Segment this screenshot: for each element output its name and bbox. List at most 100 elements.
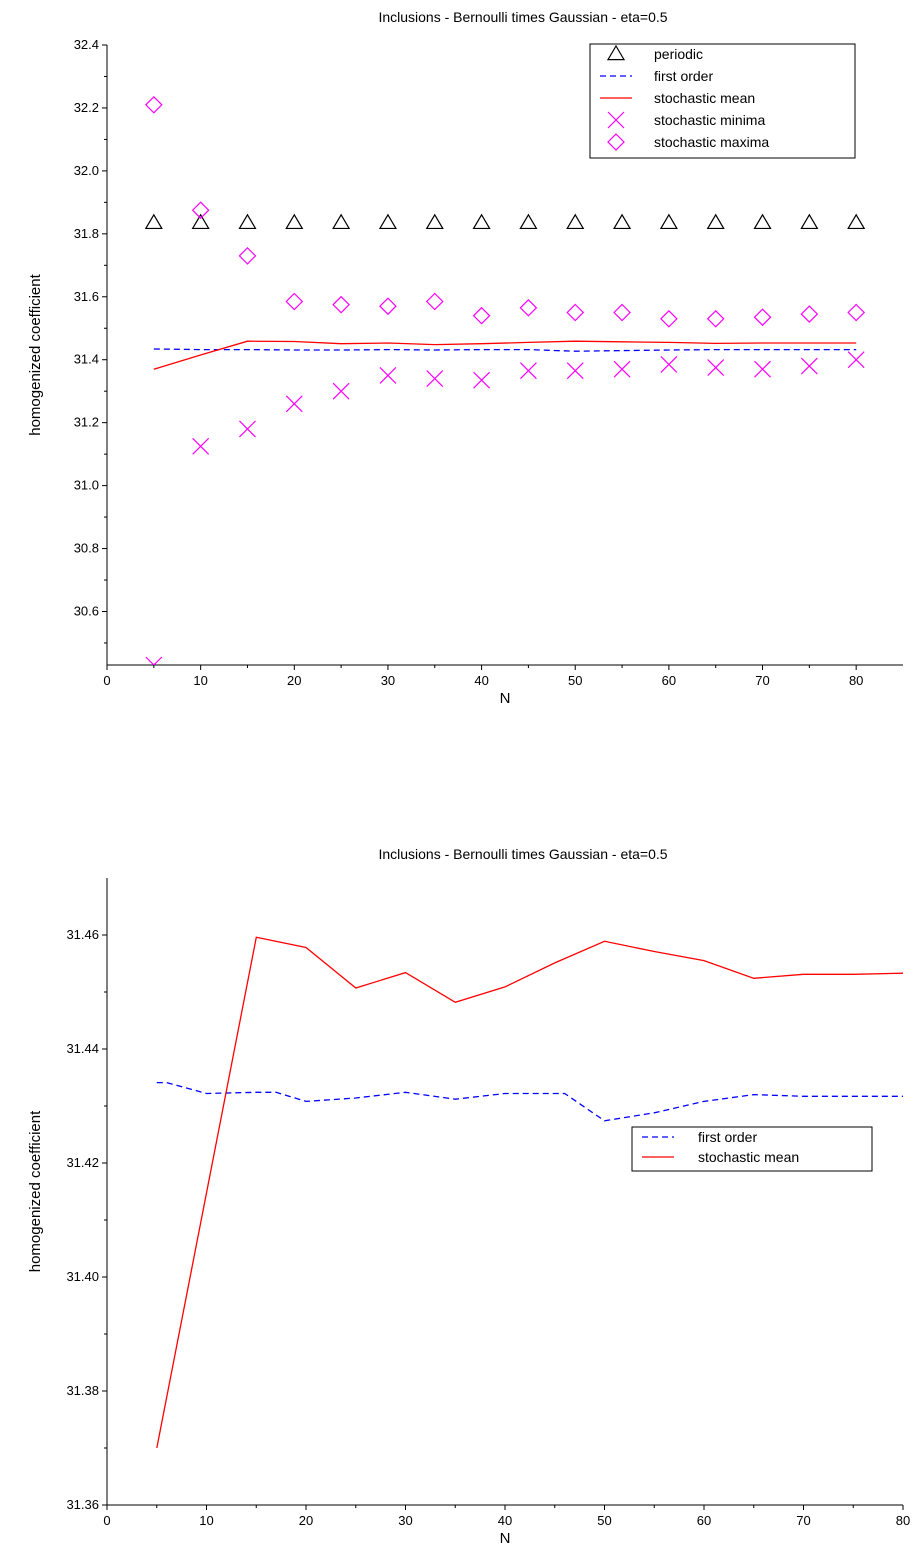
legend-label: stochastic mean <box>654 90 755 106</box>
legend-swatch-periodic <box>606 44 626 61</box>
marker-periodic <box>706 213 725 230</box>
x-tick-label: 60 <box>662 673 676 688</box>
marker-stochastic-minima <box>754 360 771 378</box>
marker-stochastic-minima <box>285 395 303 413</box>
x-tick-label: 30 <box>398 1513 412 1528</box>
x-tick-label: 70 <box>796 1513 810 1528</box>
marker-stochastic-maxima <box>425 292 444 311</box>
marker-stochastic-minima <box>145 656 163 665</box>
x-tick-label: 0 <box>103 673 110 688</box>
marker-periodic <box>519 213 538 230</box>
y-tick-label: 31.2 <box>74 415 99 430</box>
x-tick-label: 40 <box>498 1513 512 1528</box>
marker-stochastic-minima <box>707 359 725 377</box>
y-tick-label: 31.40 <box>66 1269 99 1284</box>
marker-periodic <box>425 213 444 230</box>
x-tick-label: 70 <box>755 673 769 688</box>
marker-stochastic-maxima <box>706 309 725 328</box>
legend-label: first order <box>698 1129 757 1145</box>
x-tick-label: 0 <box>103 1513 110 1528</box>
marker-stochastic-maxima <box>660 309 678 328</box>
y-tick-label: 32.4 <box>74 37 99 52</box>
y-tick-label: 30.6 <box>74 603 99 618</box>
series-line-first-order <box>156 1081 903 1122</box>
marker-stochastic-maxima <box>191 201 210 220</box>
y-tick-label: 31.42 <box>66 1155 99 1170</box>
legend-label: stochastic mean <box>698 1149 799 1165</box>
x-tick-label: 80 <box>849 673 863 688</box>
marker-stochastic-minima <box>800 357 818 375</box>
series-first-order <box>153 348 857 352</box>
legend-box <box>631 1126 873 1172</box>
chart-top: 0 10 20 30 40 50 60 70 80 30.6 30.8 31.0 31.2 31.4 31.… <box>27 9 903 707</box>
legend-swatch-stochastic-minima <box>607 111 625 129</box>
marker-stochastic-minima <box>847 351 865 369</box>
y-tick-label: 31.6 <box>74 289 99 304</box>
x-axis-label: N <box>500 690 511 707</box>
marker-periodic <box>285 213 304 230</box>
x-tick-label: 80 <box>896 1513 910 1528</box>
y-axis-label: homogenized coefficient <box>27 273 44 435</box>
marker-periodic <box>191 213 210 230</box>
chart-bottom: 0 10 20 30 40 50 60 70 80 31.36 31.38 31.40 31.42 31.… <box>27 846 910 1547</box>
y-tick-label: 32.2 <box>74 100 99 115</box>
marker-stochastic-maxima <box>472 306 491 325</box>
marker-periodic <box>472 213 491 230</box>
series-first-order <box>156 1081 903 1122</box>
marker-periodic <box>613 213 632 230</box>
y-tick-label: 31.0 <box>74 478 99 493</box>
x-tick-label: 30 <box>381 673 395 688</box>
marker-stochastic-minima <box>519 362 537 380</box>
x-tick-label: 50 <box>597 1513 611 1528</box>
x-tick-label: 20 <box>299 1513 313 1528</box>
marker-stochastic-maxima <box>753 308 772 327</box>
series-line-stochastic-mean <box>156 936 904 1449</box>
series-line-stochastic-mean <box>153 340 857 370</box>
marker-periodic <box>753 213 772 230</box>
y-tick-label: 31.36 <box>66 1497 99 1512</box>
legend-label: stochastic minima <box>654 112 765 128</box>
x-tick-label: 60 <box>697 1513 711 1528</box>
marker-periodic <box>378 213 397 230</box>
marker-stochastic-maxima <box>519 298 538 317</box>
x-axis-label: N <box>500 1530 511 1547</box>
marker-periodic <box>800 213 819 230</box>
series-line-first-order <box>153 348 857 352</box>
marker-stochastic-minima <box>332 382 350 400</box>
marker-stochastic-maxima <box>144 95 163 114</box>
series-stochastic-maxima <box>144 95 866 328</box>
legend-box <box>589 43 856 159</box>
x-tick-label: 50 <box>568 673 582 688</box>
marker-stochastic-maxima <box>285 292 304 311</box>
marker-periodic <box>144 213 163 230</box>
marker-stochastic-maxima <box>847 303 866 322</box>
marker-periodic <box>566 213 585 230</box>
y-tick-label: 32.0 <box>74 163 99 178</box>
series-periodic <box>144 213 866 230</box>
marker-periodic <box>332 213 351 230</box>
chart-title: Inclusions - Bernoulli times Gaussian - … <box>378 846 667 862</box>
marker-stochastic-maxima <box>800 305 819 323</box>
legend-label: periodic <box>654 46 703 62</box>
legend-label: first order <box>654 68 713 84</box>
legend-swatch-stochastic-maxima <box>607 133 625 151</box>
series-stochastic-minima <box>145 351 865 665</box>
marker-stochastic-minima <box>192 437 210 455</box>
x-tick-label: 10 <box>199 1513 213 1528</box>
chart-title: Inclusions - Bernoulli times Gaussian - … <box>378 9 667 25</box>
y-tick-label: 31.44 <box>66 1041 99 1056</box>
series-stochastic-mean <box>156 936 904 1449</box>
marker-periodic <box>847 213 866 230</box>
marker-stochastic-minima <box>660 356 678 373</box>
marker-stochastic-maxima <box>613 303 631 322</box>
marker-stochastic-minima <box>379 367 397 384</box>
marker-periodic <box>238 213 257 230</box>
x-tick-label: 10 <box>193 673 207 688</box>
y-tick-label: 31.8 <box>74 226 99 241</box>
x-tick-label: 20 <box>287 673 301 688</box>
y-axis-label: homogenized coefficient <box>27 1110 44 1272</box>
y-tick-label: 31.46 <box>66 927 99 942</box>
marker-stochastic-minima <box>613 360 631 378</box>
marker-stochastic-minima <box>566 362 584 380</box>
